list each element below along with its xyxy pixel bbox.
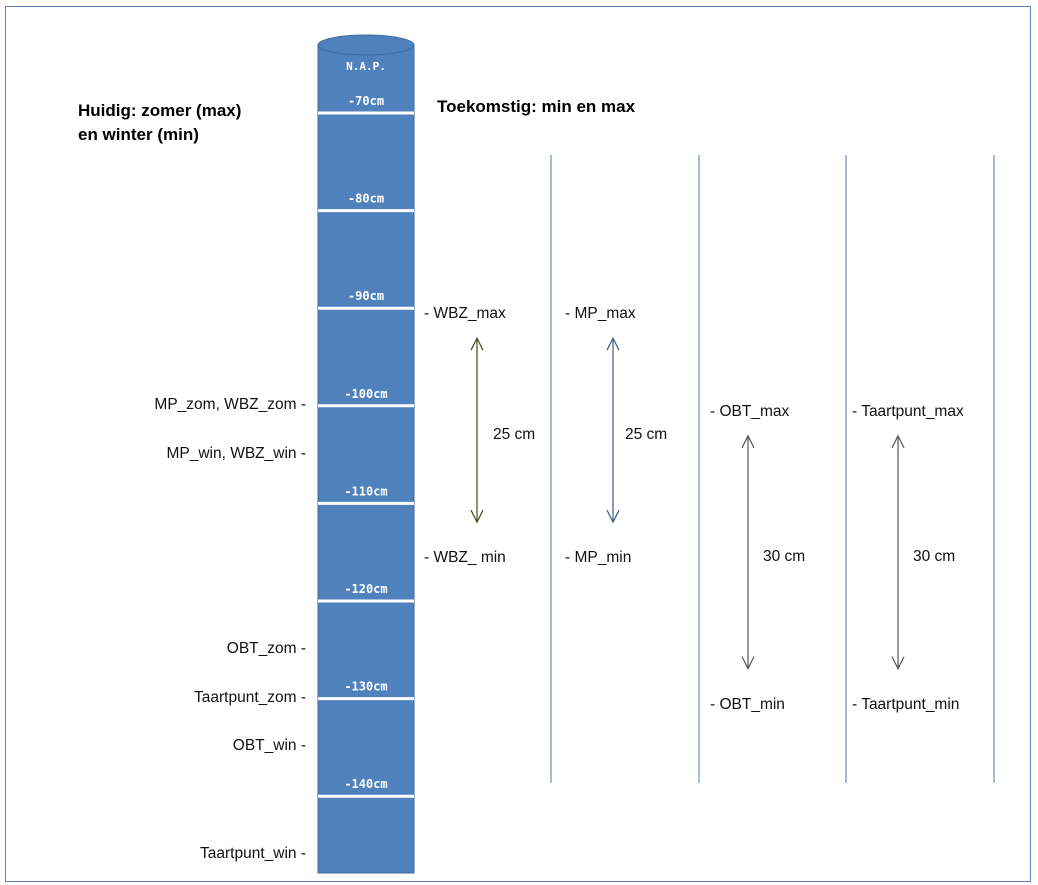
gauge-tick-label: -110cm: [344, 484, 387, 498]
future-max-label: - MP_max: [565, 305, 636, 323]
column-dividers: [550, 155, 995, 783]
range-arrow-head-down: [470, 509, 484, 524]
future-range-label: 30 cm: [913, 548, 956, 566]
future-heading: Toekomstig: min en max: [437, 97, 636, 116]
gauge-tick-label: -140cm: [344, 777, 387, 791]
future-range-label: 30 cm: [763, 548, 806, 566]
range-arrow-head-up: [606, 336, 620, 351]
future-range-label: 25 cm: [493, 426, 536, 444]
future-max-label: - WBZ_max: [424, 305, 506, 323]
current-level-label: Taartpunt_zom -: [194, 688, 306, 706]
gauge-tick-label: -130cm: [344, 680, 387, 694]
range-arrow-head-up: [891, 434, 905, 449]
current-level-label: MP_win, WBZ_win -: [166, 444, 306, 462]
range-arrow-head-up: [470, 336, 484, 351]
gauge-tick-label: -120cm: [344, 582, 387, 596]
current-level-label: OBT_win -: [232, 737, 306, 755]
gauge-tick-label: -100cm: [344, 387, 387, 401]
future-min-label: - Taartpunt_min: [852, 695, 960, 713]
gauge-label: N.A.P.: [346, 60, 386, 73]
current-heading-line2: en winter (min): [78, 125, 199, 144]
future-max-label: - Taartpunt_max: [852, 402, 964, 420]
current-level-label: OBT_zom -: [226, 639, 306, 657]
gauge-tick-label: -80cm: [348, 192, 384, 206]
future-range-label: 25 cm: [625, 426, 668, 444]
current-heading-line1: Huidig: zomer (max): [78, 101, 242, 120]
range-arrow-head-up: [741, 434, 755, 449]
diagram-frame: [5, 6, 1031, 882]
future-min-label: - MP_min: [565, 549, 632, 567]
range-arrow-head-down: [891, 656, 905, 670]
gauge-body: [317, 44, 415, 874]
gauge-ticks: -70cm -80cm -90cm -100cm -110cm -120cm -130cm -…: [318, 94, 414, 798]
range-arrow-head-down: [606, 509, 620, 524]
future-min-label: - OBT_min: [710, 695, 785, 713]
future-max-label: - OBT_max: [710, 402, 790, 420]
current-level-label: MP_zom, WBZ_zom -: [154, 395, 306, 413]
gauge-top: [317, 34, 415, 56]
nap-gauge: [317, 34, 415, 874]
gauge-tick-label: -70cm: [348, 94, 384, 108]
range-arrow-head-down: [741, 656, 755, 670]
current-level-label: Taartpunt_win -: [200, 844, 306, 862]
gauge-tick-label: -90cm: [348, 289, 384, 303]
range-arrows: [470, 336, 905, 670]
future-min-label: - WBZ_ min: [424, 549, 506, 567]
